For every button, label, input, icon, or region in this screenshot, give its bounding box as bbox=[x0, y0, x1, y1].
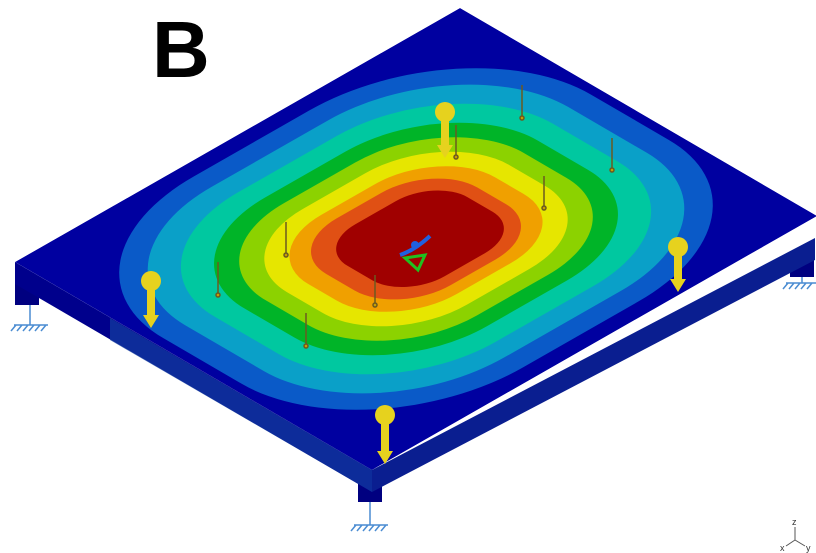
viewport: z x y B bbox=[0, 0, 816, 553]
axis-x: x bbox=[780, 543, 785, 553]
contour-plot bbox=[15, 8, 816, 470]
panel-label: B bbox=[152, 4, 210, 96]
axis-y: y bbox=[806, 543, 811, 553]
model-view: z x y bbox=[0, 0, 816, 553]
axis-triad bbox=[786, 527, 805, 546]
axis-z: z bbox=[792, 517, 797, 527]
